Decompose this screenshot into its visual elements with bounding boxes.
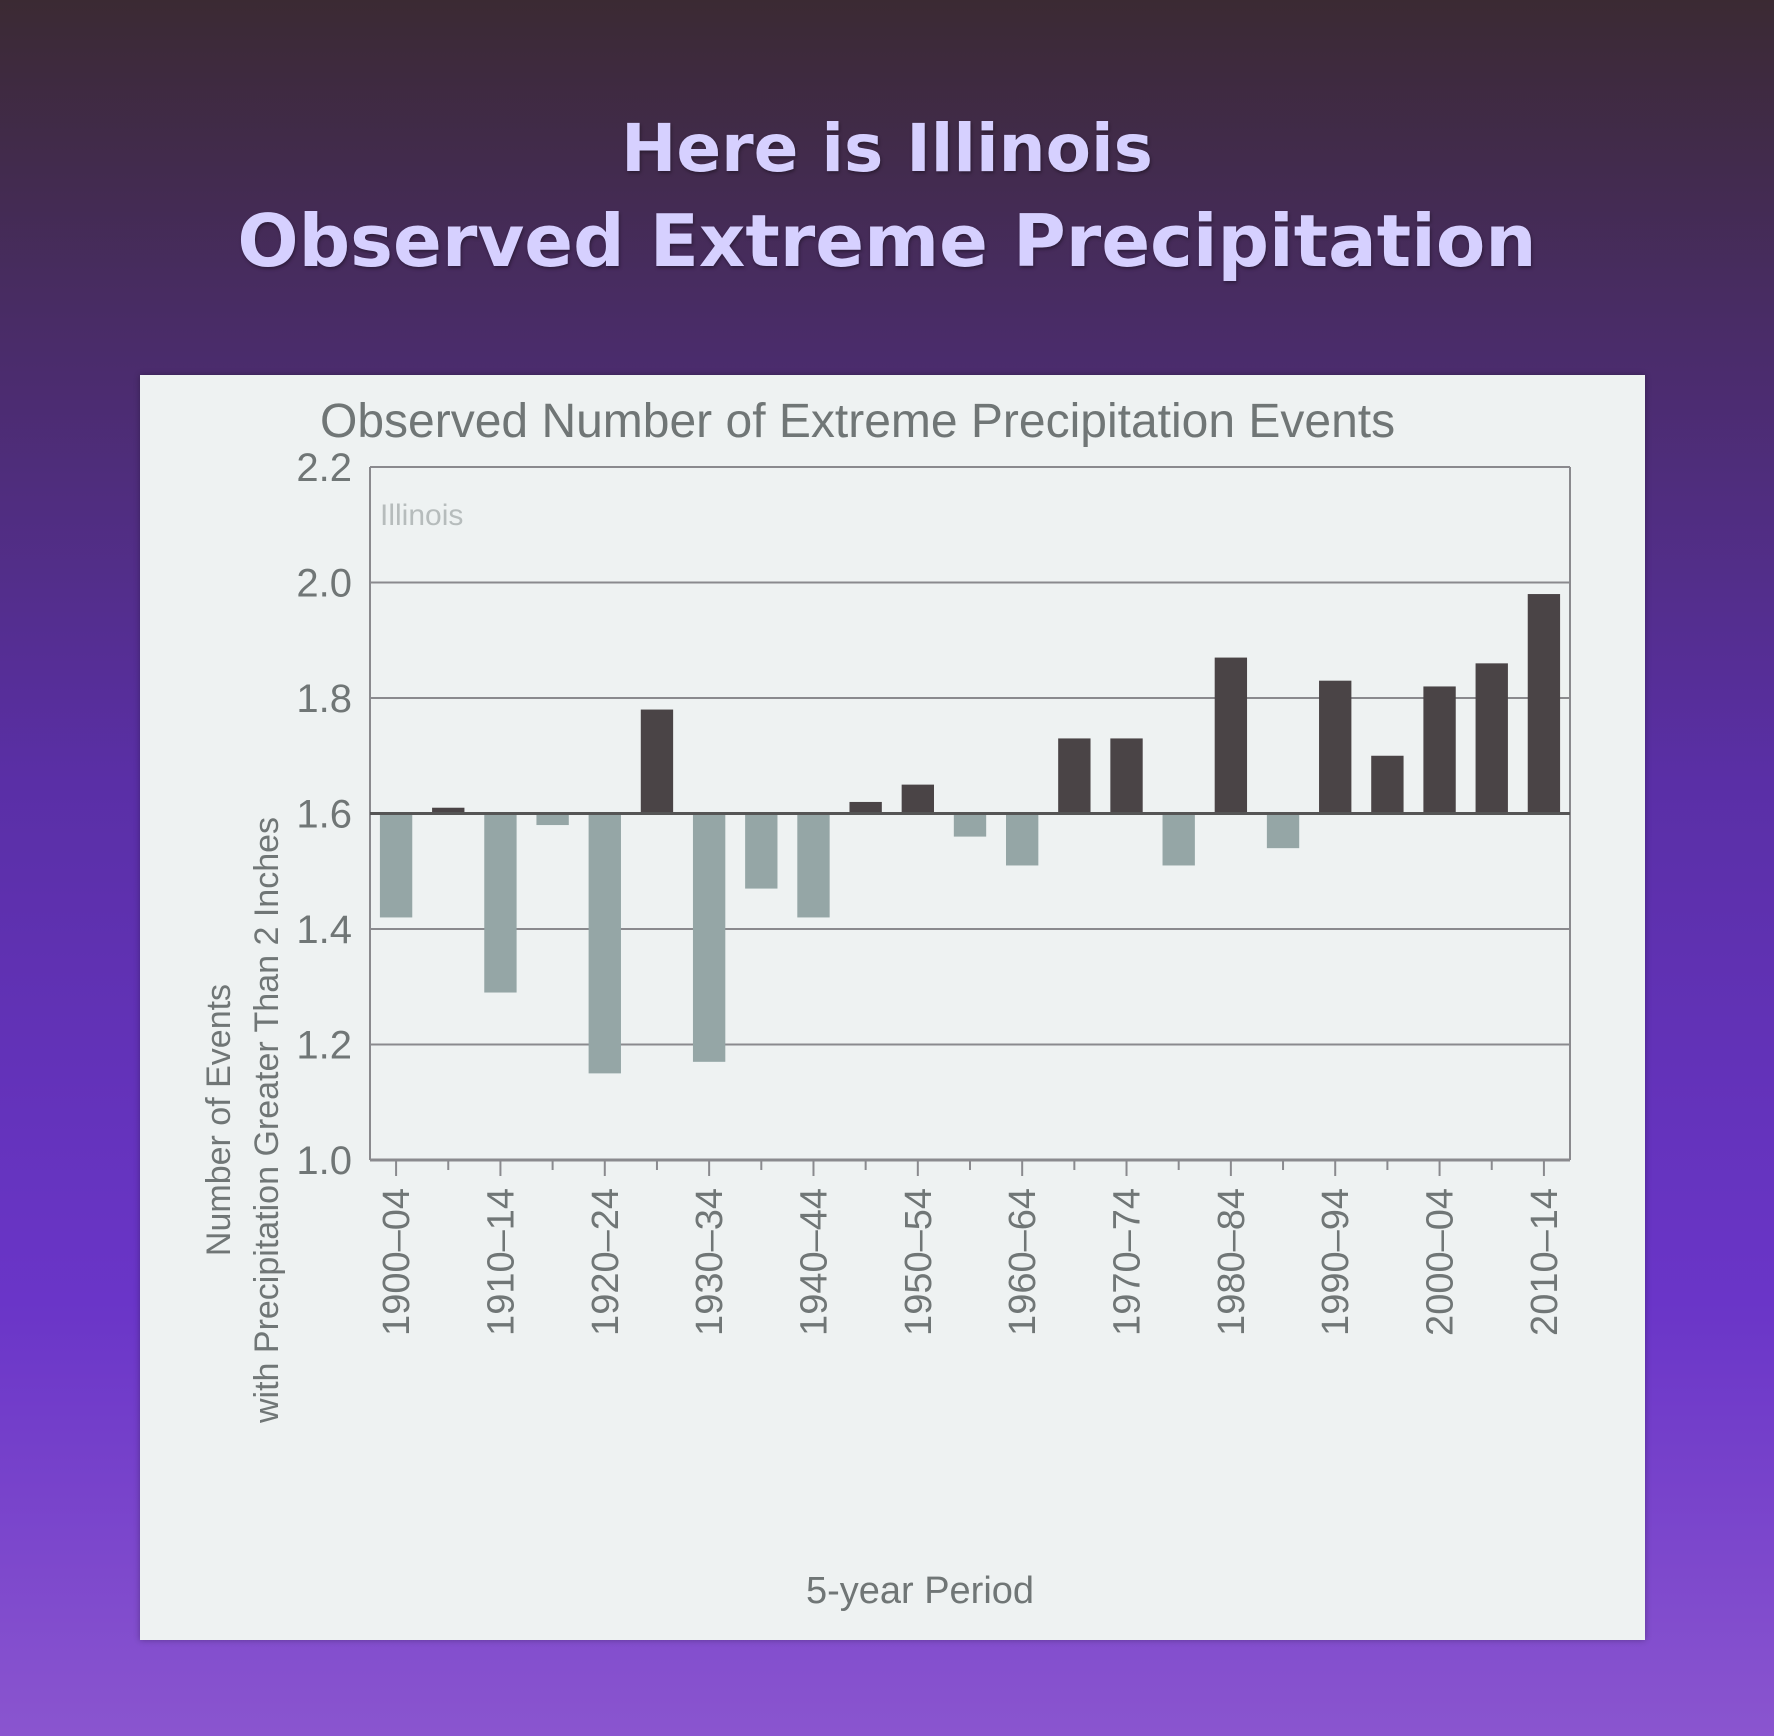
bar-1990–94 [1319,680,1352,814]
bar-2010–14 [1527,594,1561,814]
bar-2000–04 [1423,686,1456,814]
bar-1985–89 [1266,813,1300,849]
bar-1965–69 [1058,738,1091,814]
y-tick-label: 2.0 [296,562,352,606]
y-tick-label: 1.4 [296,908,352,952]
x-tick-label: 1910–14 [480,1188,522,1336]
chart-title: Observed Number of Extreme Precipitation… [320,395,1395,448]
x-tick-label: 2000–04 [1420,1188,1462,1336]
x-tick-label: 2010–14 [1524,1188,1566,1336]
bar-1960–64 [1006,813,1039,866]
x-tick-label: 1990–94 [1315,1188,1357,1336]
chart-panel: Observed Number of Extreme Precipitation… [140,375,1645,1640]
slide-title-line1: Here is Illinois [621,110,1153,187]
bar-chart: Observed Number of Extreme Precipitation… [200,395,1571,1612]
y-tick-label: 2.2 [296,446,352,490]
bar-1945–49 [849,801,882,814]
bar-1975–79 [1162,813,1195,866]
bar-1915–19 [536,813,569,826]
bar-1955–59 [953,813,987,837]
x-tick-label: 1930–34 [689,1188,731,1336]
x-tick-label: 1920–24 [585,1188,627,1336]
y-axis-label-line2: with Precipitation Greater Than 2 Inches [248,817,286,1424]
x-tick-label: 1980–84 [1211,1188,1253,1336]
y-tick-label: 1.0 [296,1139,352,1183]
y-axis-label: Number of Events with Precipitation Grea… [200,817,286,1424]
bar-1940–44 [797,813,830,918]
x-axis-label: 5-year Period [806,1570,1034,1612]
slide-title: Here is Illinois Observed Extreme Precip… [0,105,1774,289]
slide-title-line2: Observed Extreme Precipitation [237,199,1537,283]
bar-1905–09 [432,807,465,814]
y-tick-label: 1.2 [296,1024,352,1068]
bar-1900–04 [379,813,413,918]
x-tick-labels: 1900–04 1910–14 1920–24 1930–34 1940–44 1950–… [376,1188,1566,1336]
bar-1950–54 [901,784,934,814]
x-tick-label: 1950–54 [898,1188,940,1336]
x-tick-label: 1970–74 [1107,1188,1149,1336]
bar-2005–09 [1475,663,1508,814]
bar-1910–14 [484,813,517,993]
x-tick-label: 1940–44 [793,1188,835,1336]
chart-annotation: Illinois [380,499,463,532]
bar-1930–34 [692,813,726,1062]
x-tick-label: 1900–04 [376,1188,418,1336]
bar-1970–74 [1110,738,1143,814]
y-tick-label: 1.6 [296,793,352,837]
y-tick-label: 1.8 [296,677,352,721]
x-tick-label: 1960–64 [1002,1188,1044,1336]
bar-1925–29 [640,709,674,814]
bars [370,594,1570,1074]
y-tick-labels: 1.0 1.2 1.4 1.6 1.8 2.0 2.2 [296,446,352,1183]
bar-1980–84 [1214,657,1248,814]
y-axis-label-line1: Number of Events [200,984,238,1256]
bar-1920–24 [588,813,621,1074]
bar-1995–99 [1371,755,1404,814]
bar-1935–39 [745,813,778,889]
